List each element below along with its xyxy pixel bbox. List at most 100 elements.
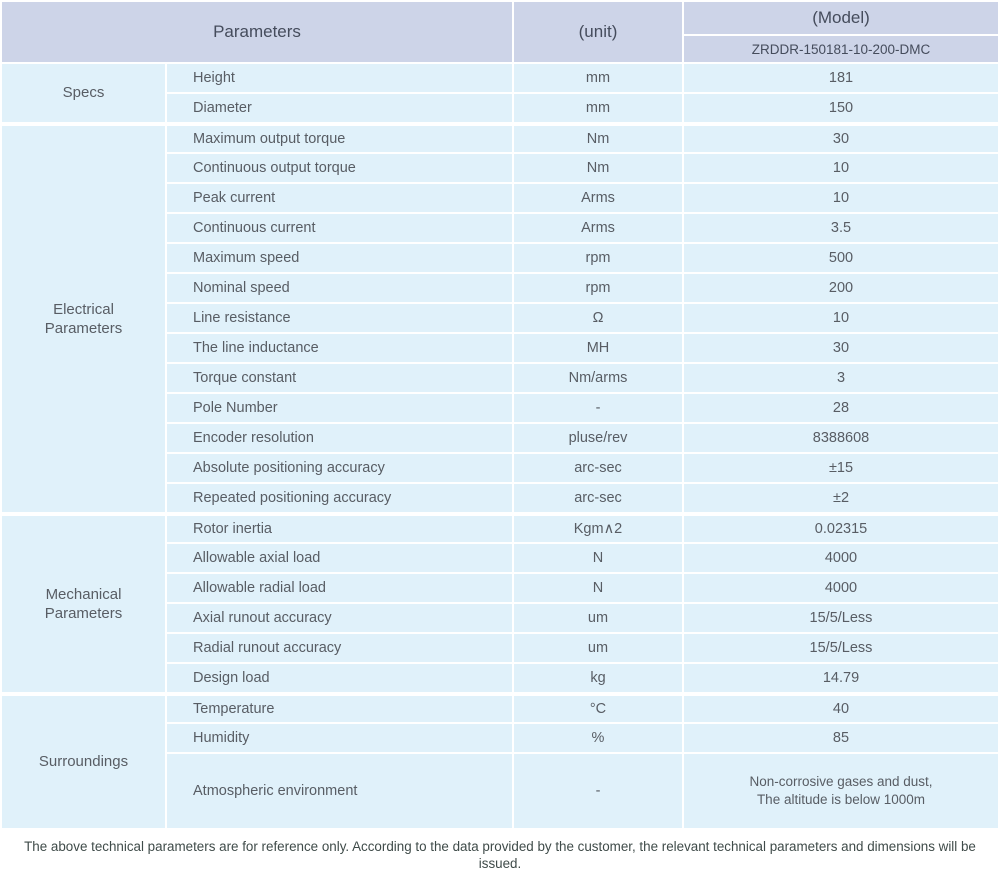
- parameter-unit: um: [514, 634, 682, 662]
- parameter-value: 4000: [684, 544, 998, 572]
- table-row: Repeated positioning accuracy arc-sec ±2: [2, 484, 998, 512]
- parameter-unit: arc-sec: [514, 454, 682, 482]
- parameter-value: 500: [684, 244, 998, 272]
- parameters-column-header: Parameters: [2, 2, 512, 62]
- parameter-value: 14.79: [684, 664, 998, 692]
- parameter-unit: Kgm∧2: [514, 514, 682, 542]
- parameter-value: 8388608: [684, 424, 998, 452]
- parameter-unit: mm: [514, 94, 682, 122]
- table-row: Allowable radial load N 4000: [2, 574, 998, 602]
- parameter-unit: rpm: [514, 274, 682, 302]
- parameter-unit: N: [514, 574, 682, 602]
- table-row: Radial runout accuracy um 15/5/Less: [2, 634, 998, 662]
- unit-column-header: (unit): [514, 2, 682, 62]
- parameter-name: Allowable radial load: [167, 574, 512, 602]
- parameter-value: 15/5/Less: [684, 604, 998, 632]
- table-row: Nominal speed rpm 200: [2, 274, 998, 302]
- parameter-unit: pluse/rev: [514, 424, 682, 452]
- parameter-name: Maximum output torque: [167, 124, 512, 152]
- parameter-name: Maximum speed: [167, 244, 512, 272]
- parameter-value: 4000: [684, 574, 998, 602]
- spec-table: Parameters (unit) (Model) ZRDDR-150181-1…: [2, 2, 998, 828]
- table-row: Maximum speed rpm 500: [2, 244, 998, 272]
- table-row: Axial runout accuracy um 15/5/Less: [2, 604, 998, 632]
- table-row: The line inductance MH 30: [2, 334, 998, 362]
- parameter-name: Continuous output torque: [167, 154, 512, 182]
- table-row: Humidity% 85: [2, 724, 998, 752]
- parameter-unit: %: [514, 724, 682, 752]
- parameter-name: The line inductance: [167, 334, 512, 362]
- table-row: Torque constant Nm/arms 3: [2, 364, 998, 392]
- parameter-name: Radial runout accuracy: [167, 634, 512, 662]
- table-row: Absolute positioning accuracy arc-sec ±15: [2, 454, 998, 482]
- table-row: Electrical Parameters Maximum output torqu…: [2, 124, 998, 512]
- parameter-name: Diameter: [167, 94, 512, 122]
- parameter-unit: N: [514, 544, 682, 572]
- header-row: Parameters (unit) (Model): [2, 2, 998, 62]
- parameter-value: 30: [684, 124, 998, 152]
- spec-table-header: Parameters (unit) (Model) ZRDDR-150181-1…: [2, 2, 998, 62]
- parameter-unit: Nm: [514, 124, 682, 152]
- parameter-unit: arc-sec: [514, 484, 682, 512]
- parameter-unit: -: [514, 394, 682, 422]
- table-row: Diameter mm 150: [2, 94, 998, 122]
- parameter-name: Repeated positioning accuracy: [167, 484, 512, 512]
- parameter-name: Line resistance: [167, 304, 512, 332]
- group-label-mechanical-parameters: Mechanical Parameters: [2, 514, 165, 692]
- parameter-unit: Ω: [514, 304, 682, 332]
- parameter-name: Humidity: [167, 724, 512, 752]
- parameter-value: 10: [684, 154, 998, 182]
- table-row: Atmospheric environment - Non-corrosive ga…: [2, 754, 998, 828]
- group-label-specs: Specs: [2, 64, 165, 122]
- footnote: The above technical parameters are for r…: [24, 839, 976, 871]
- parameter-unit: um: [514, 604, 682, 632]
- parameter-name: Axial runout accuracy: [167, 604, 512, 632]
- parameter-name: Torque constant: [167, 364, 512, 392]
- table-row: Specs Height mm 181: [2, 64, 998, 122]
- parameter-unit: mm: [514, 64, 682, 92]
- table-row: Allowable axial load N 4000: [2, 544, 998, 572]
- parameter-value: 3.5: [684, 214, 998, 242]
- parameter-value: 40: [684, 694, 998, 722]
- parameter-unit: -: [514, 754, 682, 828]
- parameter-name: Continuous current: [167, 214, 512, 242]
- parameter-value: 150: [684, 94, 998, 122]
- table-row: Design load kg 14.79: [2, 664, 998, 692]
- table-row: Encoder resolution pluse/rev 8388608: [2, 424, 998, 452]
- model-column-header: (Model): [684, 2, 998, 34]
- parameter-value: 181: [684, 64, 998, 92]
- parameter-value: 85: [684, 724, 998, 752]
- parameter-name: Rotor inertia: [167, 514, 512, 542]
- parameter-value: 10: [684, 184, 998, 212]
- table-row: Continuous current Arms 3.5: [2, 214, 998, 242]
- parameter-value: ±15: [684, 454, 998, 482]
- model-number: ZRDDR-150181-10-200-DMC: [684, 36, 998, 62]
- table-row: Pole Number -28: [2, 394, 998, 422]
- parameter-value: 200: [684, 274, 998, 302]
- parameter-name: Design load: [167, 664, 512, 692]
- parameter-unit: Nm: [514, 154, 682, 182]
- model-number-row: ZRDDR-150181-10-200-DMC: [2, 36, 998, 62]
- spec-table-body: Specs Height mm 181 Diameter mm 150 Electrical P…: [2, 64, 998, 828]
- parameter-name: Pole Number: [167, 394, 512, 422]
- parameter-name: Nominal speed: [167, 274, 512, 302]
- parameter-name: Height: [167, 64, 512, 92]
- group-label-electrical-parameters: Electrical Parameters: [2, 124, 165, 512]
- parameter-value: Non-corrosive gases and dust, The altitud…: [684, 754, 998, 828]
- table-row: Line resistance Ω 10: [2, 304, 998, 332]
- parameter-value: 30: [684, 334, 998, 362]
- parameter-name: Peak current: [167, 184, 512, 212]
- parameter-name: Absolute positioning accuracy: [167, 454, 512, 482]
- parameter-unit: MH: [514, 334, 682, 362]
- parameter-unit: Nm/arms: [514, 364, 682, 392]
- table-row: Peak current Arms 10: [2, 184, 998, 212]
- parameter-name: Allowable axial load: [167, 544, 512, 572]
- parameter-unit: Arms: [514, 214, 682, 242]
- parameter-value: 0.02315: [684, 514, 998, 542]
- parameter-value: ±2: [684, 484, 998, 512]
- parameter-unit: Arms: [514, 184, 682, 212]
- parameter-value: 28: [684, 394, 998, 422]
- parameter-value: 15/5/Less: [684, 634, 998, 662]
- parameter-unit: rpm: [514, 244, 682, 272]
